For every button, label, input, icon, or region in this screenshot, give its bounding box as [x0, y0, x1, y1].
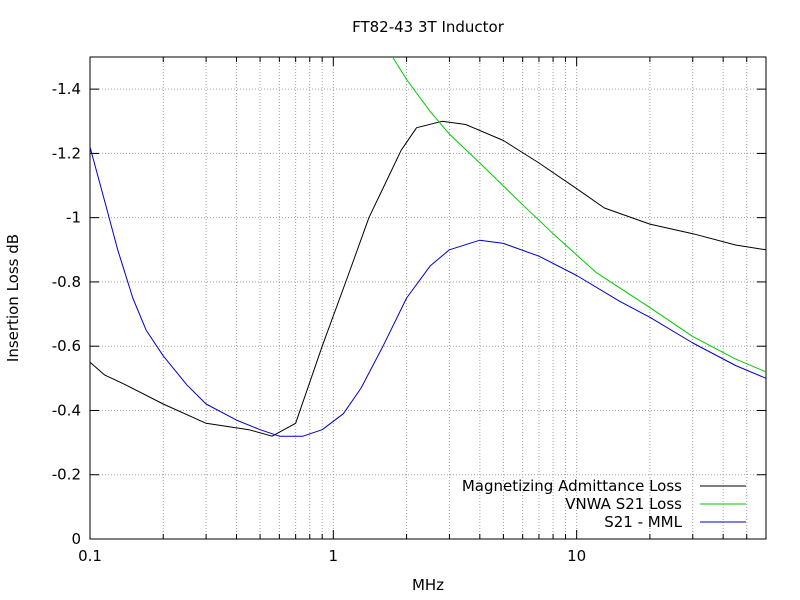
plot-frame	[89, 56, 767, 540]
y-axis-label: Insertion Loss dB	[4, 234, 22, 362]
grid	[90, 57, 767, 539]
axis-ticks: 0.1 1 10 0 -0.2 -0.4 -0.6 -0.8 -1 -1.2 -1.4	[52, 57, 767, 565]
y-tick-label: -0.4	[52, 401, 81, 419]
y-tick-label: 0	[71, 530, 81, 548]
series-line-3	[89, 146, 767, 437]
series-line-2	[392, 56, 767, 373]
y-tick-label: -1.4	[52, 80, 81, 98]
y-tick-label: -1	[66, 209, 81, 227]
y-tick-label: -0.2	[52, 466, 81, 484]
x-tick-label: 0.1	[78, 547, 102, 565]
legend-label-1: Magnetizing Admittance Loss	[462, 477, 682, 495]
series-line-1	[89, 120, 767, 437]
y-tick-label: -1.2	[52, 144, 81, 162]
series-lines	[89, 56, 767, 437]
y-tick-label: -0.8	[52, 273, 81, 291]
x-tick-label: 1	[329, 547, 339, 565]
chart-title: FT82-43 3T Inductor	[352, 18, 505, 36]
x-tick-label: 10	[567, 547, 586, 565]
legend-label-3: S21 - MML	[604, 513, 682, 531]
x-axis-label: MHz	[412, 576, 444, 594]
legend-label-2: VNWA S21 Loss	[565, 495, 682, 513]
y-tick-label: -0.6	[52, 337, 81, 355]
